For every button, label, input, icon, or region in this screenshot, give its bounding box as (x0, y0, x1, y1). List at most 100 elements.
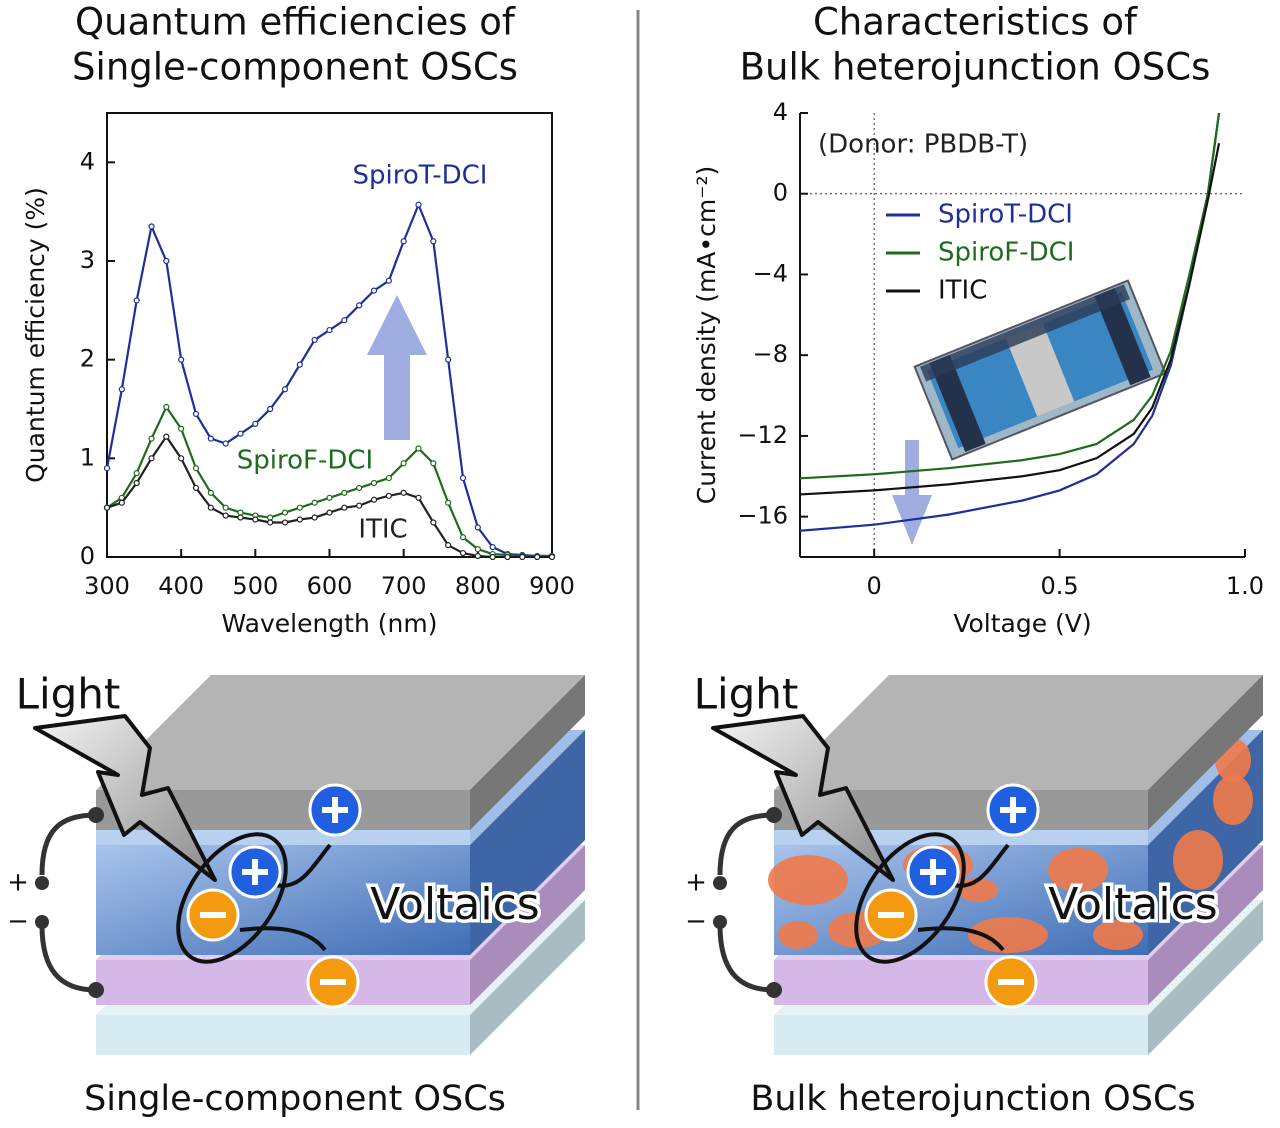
x-axis-label: Wavelength (nm) (222, 609, 438, 638)
data-point (415, 445, 422, 452)
light-label: Light (16, 670, 121, 719)
terminal (713, 915, 727, 929)
device-tape (929, 354, 986, 452)
data-point (222, 440, 229, 447)
y-tick-label: 3 (80, 246, 95, 274)
data-point (163, 257, 170, 265)
substrate-front (96, 1015, 470, 1055)
bottom-electrode-side (1148, 845, 1263, 1005)
annotation: ITIC (358, 515, 407, 545)
data-point (430, 519, 437, 526)
diagram-caption: Bulk heterojunction OSCs (750, 1079, 1195, 1119)
data-point (192, 484, 200, 492)
y-tick-label: −8 (753, 340, 788, 368)
data-point (178, 356, 185, 363)
data-point (341, 504, 348, 511)
y-tick-label: 0 (80, 542, 95, 570)
layer-label: Voltaics (1048, 879, 1217, 930)
data-point (118, 499, 125, 506)
data-point (163, 433, 170, 440)
device-tape (920, 284, 1131, 382)
series-line (800, 143, 1221, 496)
data-point (192, 465, 200, 472)
data-point (459, 549, 467, 557)
data-point (489, 553, 496, 561)
charge-sign (930, 859, 936, 885)
charge-path (274, 843, 332, 888)
data-point (133, 479, 140, 487)
bottom-electrode-front (774, 960, 1148, 1005)
arrow (367, 295, 427, 440)
legend-label: SpiroF-DCI (938, 238, 1074, 268)
y-tick-label: 4 (773, 98, 788, 126)
x-tick-label: 0.5 (1040, 572, 1078, 600)
data-point (296, 504, 303, 511)
x-tick-label: 800 (455, 572, 501, 600)
light-bolt (711, 714, 895, 882)
data-point (163, 403, 170, 411)
data-point (311, 499, 318, 506)
data-point (430, 460, 437, 467)
data-point (445, 356, 452, 363)
wire (39, 812, 97, 993)
diagram-caption: Single-component OSCs (84, 1079, 506, 1119)
data-point (370, 287, 378, 294)
x-tick-label: 500 (232, 572, 278, 600)
charge-path (917, 926, 1005, 952)
active-layer-front (96, 845, 470, 955)
series-line (800, 113, 1221, 480)
data-point (474, 524, 481, 531)
data-point (548, 553, 556, 561)
x-tick-label: 600 (307, 572, 353, 600)
data-point (178, 455, 185, 462)
data-point (281, 519, 289, 526)
data-point (326, 494, 333, 501)
data-point (415, 201, 422, 208)
data-point (385, 474, 392, 482)
minus-terminal-label: − (7, 907, 29, 937)
x-tick-label: 900 (529, 572, 575, 600)
data-point (534, 553, 541, 561)
data-point (341, 489, 348, 496)
light-bolt (33, 714, 217, 882)
donor-domain (1173, 830, 1223, 890)
annotation: SpiroF-DCI (237, 446, 373, 476)
data-point (296, 361, 303, 368)
series-line (107, 404, 552, 557)
data-point (385, 277, 392, 284)
y-axis-label: Current density (mA•cm⁻²) (692, 166, 721, 504)
donor-domain (778, 921, 818, 949)
donor-domain (1048, 848, 1108, 892)
wire (717, 812, 775, 993)
data-point (237, 430, 244, 437)
active-layer-side (470, 730, 585, 955)
data-point (474, 546, 481, 553)
x-tick-label: 400 (158, 572, 204, 600)
plus-terminal-label: + (685, 868, 707, 898)
charge-sign (878, 912, 904, 918)
series-line (107, 201, 552, 557)
data-point (118, 386, 125, 393)
light-label: Light (694, 670, 799, 719)
charge-path (239, 926, 327, 952)
data-point (311, 514, 318, 521)
data-point (281, 386, 289, 393)
terminal (35, 876, 49, 890)
bottom-electrode-side (470, 845, 585, 1005)
y-tick-label: 4 (80, 147, 95, 175)
data-point (400, 460, 407, 467)
annotation: (Donor: PBDB-T) (818, 130, 1028, 160)
x-axis-label: Voltage (V) (953, 609, 1091, 638)
y-tick-label: −12 (737, 421, 788, 449)
data-point (296, 516, 303, 523)
annotation: SpiroT-DCI (353, 161, 488, 191)
donor-domain (968, 917, 1048, 953)
top-electrode-side (470, 675, 585, 830)
charge-sign (1010, 797, 1016, 823)
terminal (88, 982, 104, 998)
data-point (356, 502, 363, 509)
data-point (192, 410, 200, 418)
terminal (766, 807, 782, 823)
substrate-front (774, 1015, 1148, 1055)
device-photo (913, 279, 1167, 461)
